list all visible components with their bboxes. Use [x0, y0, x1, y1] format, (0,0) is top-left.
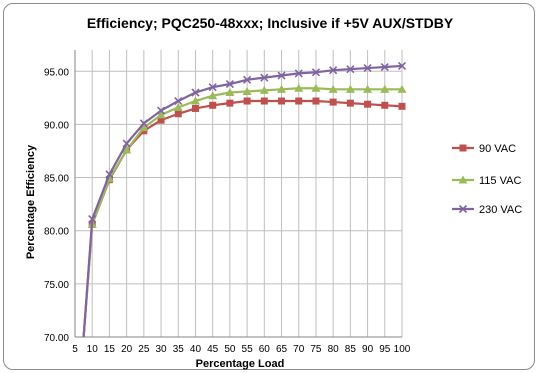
- x-tick-label: 50: [224, 344, 236, 355]
- data-point-triangle: [242, 86, 252, 95]
- data-point-triangle: [345, 84, 355, 93]
- series-line: [82, 87, 402, 338]
- data-point-x: [191, 88, 200, 97]
- data-point-square: [312, 97, 320, 105]
- chart-title: Efficiency; PQC250-48xxx; Inclusive if +…: [87, 15, 454, 31]
- x-tick-label: 15: [104, 344, 116, 355]
- x-tick-label: 10: [87, 344, 99, 355]
- x-tick-label: 35: [173, 344, 185, 355]
- data-point-square: [346, 99, 354, 107]
- x-tick-label: 55: [242, 344, 254, 355]
- x-tick-label: 100: [394, 344, 411, 355]
- data-point-triangle: [328, 84, 338, 93]
- x-tick-label: 95: [379, 344, 391, 355]
- data-point-x: [294, 69, 303, 78]
- series-90-vac: [82, 97, 406, 338]
- data-point-triangle: [173, 102, 183, 111]
- data-point-triangle: [156, 110, 166, 119]
- data-point-square: [191, 104, 199, 112]
- y-tick-label: 80.00: [44, 227, 69, 238]
- chart-frame: [3, 3, 535, 370]
- data-point-x: [346, 65, 355, 74]
- data-point-x: [105, 170, 114, 179]
- x-tick-label: 45: [207, 344, 219, 355]
- x-tick-label: 25: [138, 344, 150, 355]
- data-point-square: [243, 97, 251, 105]
- data-point-x: [260, 73, 269, 82]
- y-tick-label: 95.00: [44, 67, 69, 78]
- data-point-triangle: [380, 84, 390, 93]
- series-line: [82, 64, 403, 338]
- x-tick-label: 75: [310, 344, 322, 355]
- legend-label: 230 VAC: [479, 204, 522, 216]
- data-point-square: [278, 97, 286, 105]
- data-point-triangle: [458, 175, 468, 184]
- x-tick-label: 85: [345, 344, 357, 355]
- data-point-x: [397, 61, 407, 71]
- x-axis-title: Percentage Load: [196, 358, 285, 370]
- x-tick-label: 70: [293, 344, 305, 355]
- series-115-vac: [82, 83, 407, 338]
- data-point-square: [174, 110, 182, 118]
- y-tick-label: 70.00: [44, 333, 69, 344]
- y-tick-label: 85.00: [44, 174, 69, 185]
- x-tick-label: 60: [259, 344, 271, 355]
- data-point-x: [139, 119, 148, 128]
- data-point-square: [398, 102, 406, 110]
- data-point-x: [380, 62, 389, 72]
- data-point-triangle: [311, 83, 321, 92]
- data-point-triangle: [277, 84, 287, 93]
- x-tick-label: 5: [72, 344, 78, 355]
- x-tick-label: 30: [155, 344, 167, 355]
- data-point-x: [329, 66, 338, 75]
- data-point-triangle: [122, 145, 132, 154]
- data-point-x: [277, 71, 286, 80]
- data-point-x: [208, 83, 217, 92]
- x-tick-label: 80: [328, 344, 340, 355]
- data-point-square: [157, 116, 165, 124]
- data-point-triangle: [139, 123, 149, 132]
- legend: 90 VAC 115 VAC 230 VAC: [452, 143, 522, 216]
- x-tick-label: 65: [276, 344, 288, 355]
- data-point-x: [243, 75, 252, 84]
- data-point-square: [226, 99, 234, 107]
- x-tick-label: 40: [190, 344, 202, 355]
- data-point-square: [295, 97, 303, 105]
- y-axis-title: Percentage Efficiency: [25, 144, 37, 259]
- data-point-triangle: [225, 88, 235, 97]
- data-point-triangle: [294, 83, 304, 92]
- data-point-triangle: [363, 84, 373, 93]
- y-tick-label: 90.00: [44, 120, 69, 131]
- data-point-square: [329, 98, 337, 106]
- data-point-square: [260, 97, 268, 105]
- axes: 5 10 15 20 25 30 35 40 45 50 55 60 65 70 75 80 85 90 95 100…: [44, 50, 411, 355]
- data-point-square: [459, 144, 467, 152]
- data-point-triangle: [208, 91, 218, 100]
- data-point-square: [364, 100, 372, 108]
- data-point-triangle: [259, 85, 269, 94]
- data-point-x: [363, 64, 372, 73]
- series-230-vac: [82, 61, 407, 338]
- data-point-square: [209, 101, 217, 109]
- data-point-triangle: [190, 96, 200, 105]
- data-point-x: [458, 204, 468, 214]
- y-tick-label: 75.00: [44, 280, 69, 291]
- data-point-x: [174, 96, 183, 106]
- data-point-triangle: [397, 84, 407, 93]
- legend-label: 90 VAC: [479, 143, 516, 155]
- x-tick-label: 90: [362, 344, 374, 355]
- data-point-x: [225, 79, 234, 89]
- data-point-x: [122, 139, 131, 148]
- data-point-x: [156, 106, 166, 115]
- legend-label: 115 VAC: [479, 175, 521, 187]
- data-point-square: [381, 101, 389, 109]
- x-tick-label: 20: [121, 344, 133, 355]
- data-point-x: [88, 214, 97, 224]
- series-plot: [82, 61, 407, 338]
- data-point-x: [311, 68, 321, 77]
